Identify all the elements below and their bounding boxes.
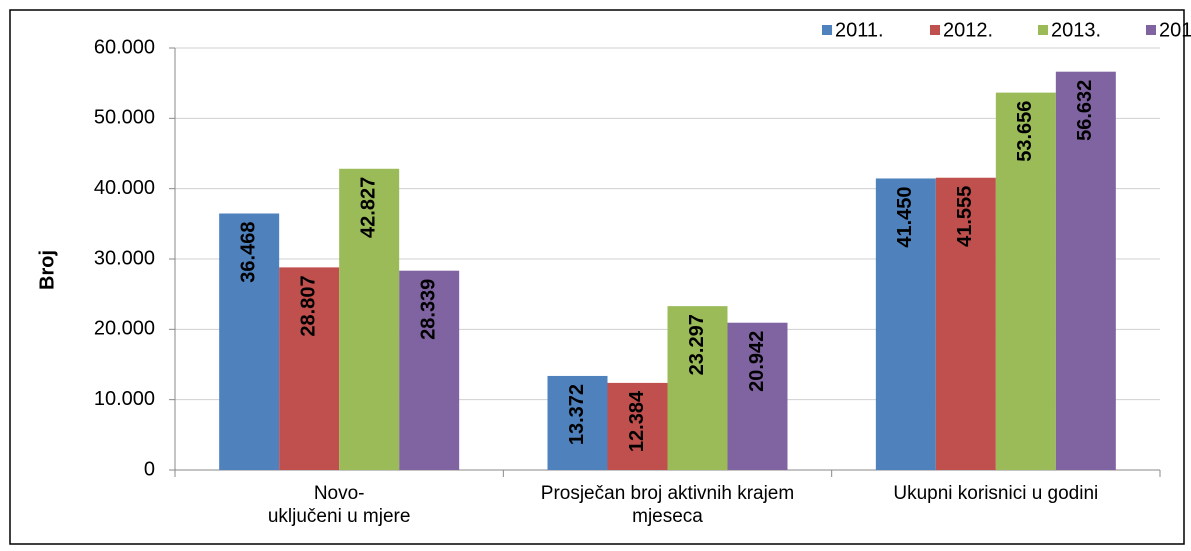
legend-swatch [822,25,832,35]
legend-label: 2011. [835,19,884,41]
legend-label: 2014. [1159,19,1191,41]
value-label: 41.555 [954,186,976,247]
value-label: 42.827 [357,177,379,238]
legend-swatch [930,25,940,35]
y-tick-label: 0 [144,458,155,480]
y-tick-label: 60.000 [94,36,155,58]
value-label: 28.339 [417,279,439,340]
legend-label: 2013. [1051,19,1101,41]
y-axis-label: Broj [36,250,58,290]
value-label: 23.297 [686,314,708,375]
y-tick-label: 20.000 [94,318,155,340]
bar [279,267,340,470]
bar [875,178,936,471]
value-label: 13.372 [566,384,588,445]
bar [219,213,280,470]
value-label: 53.656 [1014,101,1036,162]
bar [995,92,1056,470]
legend-swatch [1038,25,1048,35]
y-tick-label: 40.000 [94,177,155,199]
value-label: 41.450 [894,186,916,247]
bar [935,177,996,470]
bar [727,322,788,470]
bar [547,375,608,470]
x-tick-label: Novo- uključeni u mjere [267,483,411,527]
frame [9,9,1185,545]
bar [667,306,728,470]
value-label: 36.468 [237,222,259,283]
y-tick-label: 50.000 [94,107,155,129]
bar [339,168,400,470]
y-tick-label: 30.000 [94,247,155,269]
bar [399,270,460,470]
bar [607,382,668,470]
value-label: 12.384 [626,390,648,452]
bar [1055,71,1116,470]
value-label: 20.942 [746,331,768,392]
value-label: 28.807 [297,275,319,336]
x-tick-label: Ukupni korisnici u godini [893,483,1099,504]
legend-swatch [1146,25,1156,35]
x-tick-label: Prosječan broj aktivnih krajem mjeseca [540,483,795,527]
legend-label: 2012. [943,19,993,41]
y-tick-label: 10.000 [94,388,155,410]
value-label: 56.632 [1074,80,1096,141]
